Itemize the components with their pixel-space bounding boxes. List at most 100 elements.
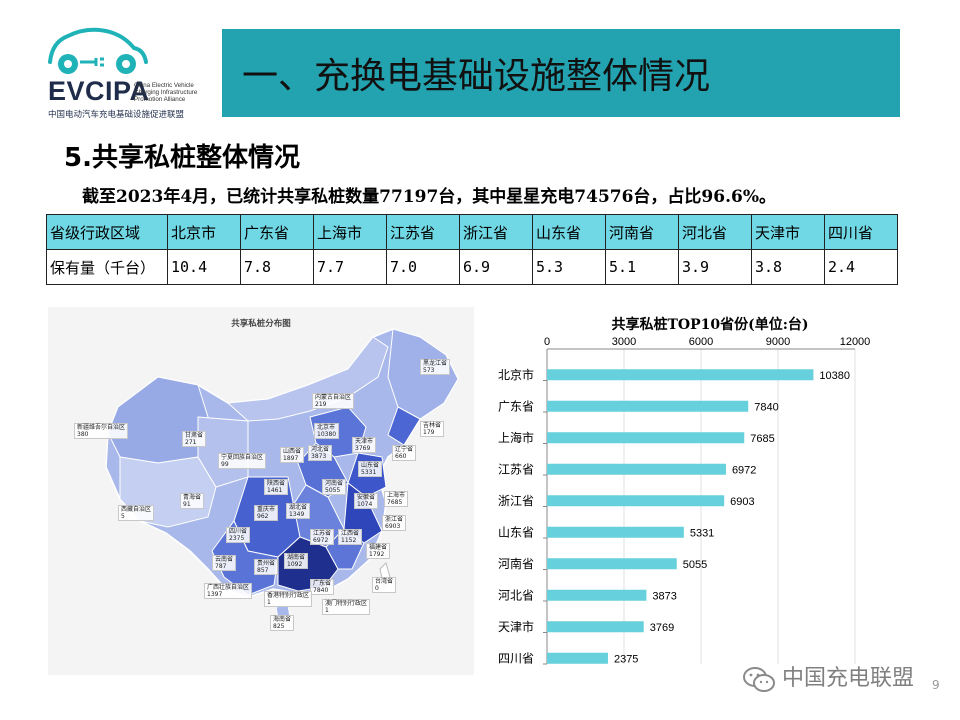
category-label: 北京市 <box>498 367 534 382</box>
page-number: 9 <box>932 678 940 692</box>
bar <box>547 652 608 664</box>
map-label: 澳门特别行政区 1 <box>322 599 371 615</box>
table-cell: 保有量（千台） <box>46 249 168 285</box>
map-label: 香港特别行政区 1 <box>264 591 313 607</box>
map-label: 宁夏回族自治区 99 <box>218 453 267 469</box>
x-tick-label: 3000 <box>612 336 636 348</box>
data-label: 3873 <box>652 590 676 602</box>
table-cell: 3.8 <box>751 249 825 285</box>
data-label: 6972 <box>732 464 756 476</box>
map-label: 云南省 787 <box>212 555 237 571</box>
data-label: 3769 <box>650 622 674 634</box>
table-cell: 7.7 <box>313 249 387 285</box>
page-title: 一、充换电基础设施整体情况 <box>242 56 711 97</box>
map-label: 海南省 825 <box>270 615 295 631</box>
category-label: 河北省 <box>498 588 534 602</box>
table-row: 保有量（千台） 10.4 7.8 7.7 7.0 6.9 5.3 5.1 3.9… <box>46 249 898 285</box>
table-cell: 6.9 <box>459 249 533 285</box>
car-plug-logo-icon <box>48 27 148 74</box>
data-label: 5331 <box>690 527 714 539</box>
section-title: 5.共享私桩整体情况 <box>64 143 300 173</box>
map-label: 广西壮族自治区 1397 <box>204 583 253 599</box>
map-label: 台湾省 0 <box>372 577 397 593</box>
data-label: 2375 <box>614 653 638 665</box>
map-label: 浙江省 6903 <box>382 515 407 531</box>
category-label: 河南省 <box>498 556 534 571</box>
map-label: 青海省 91 <box>180 493 205 509</box>
table-cell: 7.0 <box>386 249 460 285</box>
table-header-cell: 四川省 <box>824 214 898 250</box>
map-label: 四川省 2375 <box>226 527 251 543</box>
table-header-cell: 山东省 <box>532 214 606 250</box>
map-label: 黑龙江省 573 <box>420 359 451 375</box>
category-label: 四川省 <box>498 651 534 665</box>
category-label: 天津市 <box>498 619 534 634</box>
bar <box>547 558 677 570</box>
map-label: 西藏自治区 5 <box>118 505 155 521</box>
china-map-shape <box>105 328 459 620</box>
map-label: 天津市 3769 <box>352 437 377 453</box>
table-cell: 7.8 <box>240 249 314 285</box>
map-label: 辽宁省 660 <box>392 445 417 461</box>
map-label: 广东省 7840 <box>310 579 335 595</box>
chart-title: 共享私桩TOP10省份(单位:台) <box>611 317 809 333</box>
x-tick-label: 12000 <box>840 336 871 348</box>
map-label: 贵州省 857 <box>254 559 279 575</box>
summary-text: 截至2023年4月，已统计共享私桩数量77197台，其中星星充电74576台，占… <box>82 187 776 207</box>
category-label: 浙江省 <box>498 494 534 508</box>
map-label: 重庆市 962 <box>254 505 279 521</box>
data-label: 7840 <box>754 401 778 413</box>
map-label: 新疆维吾尔自治区 380 <box>74 423 129 439</box>
map-label: 湖北省 1349 <box>286 503 311 519</box>
map-label: 山东省 5331 <box>358 461 383 477</box>
distribution-map: 共享私桩分布图 黑龙江省 573 吉林省 179 辽宁省 660 内蒙古自治区 219 … <box>48 307 474 675</box>
map-label: 北京市 10380 <box>314 423 340 439</box>
footer-watermark: 中国充电联盟 <box>782 666 915 691</box>
table-cell: 3.9 <box>678 249 752 285</box>
bar <box>547 526 684 538</box>
logo-name: EVCIPA <box>48 76 150 106</box>
bar <box>547 463 726 475</box>
evcipa-logo: EVCIPA China Electric Vehicle Charging I… <box>38 22 208 122</box>
category-label: 江苏省 <box>498 462 534 476</box>
table-header-cell: 天津市 <box>751 214 825 250</box>
table-cell: 5.1 <box>605 249 679 285</box>
table-header-cell: 省级行政区域 <box>46 214 168 250</box>
map-label: 内蒙古自治区 219 <box>312 393 355 409</box>
map-label: 安徽省 1074 <box>354 493 379 509</box>
table-header-row: 省级行政区域 北京市 广东省 上海市 江苏省 浙江省 山东省 河南省 河北省 天… <box>46 214 898 250</box>
x-tick-label: 9000 <box>766 336 790 348</box>
bar <box>547 621 644 633</box>
table-header-cell: 广东省 <box>240 214 314 250</box>
map-title: 共享私桩分布图 <box>231 319 291 329</box>
table-header-cell: 河北省 <box>678 214 752 250</box>
table-header-cell: 浙江省 <box>459 214 533 250</box>
province-table: 省级行政区域 北京市 广东省 上海市 江苏省 浙江省 山东省 河南省 河北省 天… <box>46 214 898 285</box>
bar <box>547 589 647 601</box>
map-label: 甘肃省 271 <box>182 431 207 447</box>
top10-bar-chart: 0 3000 6000 9000 12000 北京市 10380 广东省 7840 上海市 7685… <box>498 336 871 665</box>
x-tick-label: 6000 <box>689 336 713 348</box>
map-label: 河南省 5055 <box>322 479 347 495</box>
category-label: 广东省 <box>498 399 534 413</box>
map-label: 山西省 1897 <box>280 447 305 463</box>
bar <box>547 495 725 507</box>
data-label: 5055 <box>683 559 707 571</box>
bar <box>547 400 749 412</box>
map-label: 上海市 7685 <box>384 491 409 507</box>
map-label: 吉林省 179 <box>420 421 445 437</box>
bar <box>547 369 814 381</box>
map-label: 河北省 3873 <box>308 445 333 461</box>
table-cell: 2.4 <box>824 249 898 285</box>
table-cell: 10.4 <box>167 249 241 285</box>
category-label: 上海市 <box>498 430 534 445</box>
map-label: 福建省 1792 <box>366 543 391 559</box>
data-label: 6903 <box>730 496 754 508</box>
x-tick-label: 0 <box>544 336 550 348</box>
table-cell: 5.3 <box>532 249 606 285</box>
data-label: 10380 <box>819 370 850 382</box>
logo-cn-name: 中国电动汽车充电基础设施促进联盟 <box>48 110 185 120</box>
table-header-cell: 河南省 <box>605 214 679 250</box>
bar <box>547 432 745 444</box>
map-label: 江西省 1152 <box>338 529 363 545</box>
